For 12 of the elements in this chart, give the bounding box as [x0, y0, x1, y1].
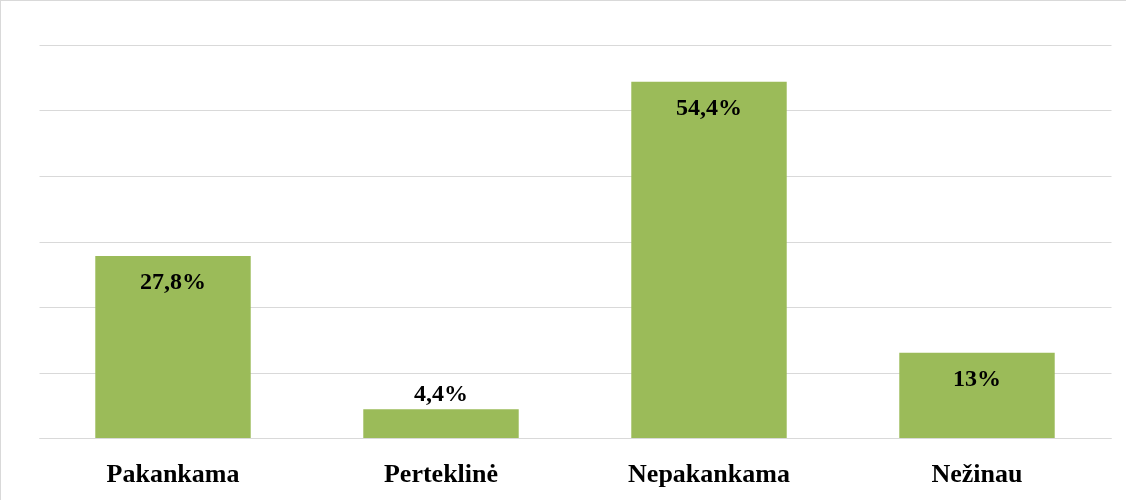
- x-tick-label: Perteklinė: [383, 458, 499, 488]
- data-label: 13%: [953, 364, 1001, 391]
- bar: [363, 409, 519, 438]
- data-label: 54,4%: [676, 93, 742, 120]
- data-label: 4,4%: [414, 380, 468, 407]
- x-tick-label: Nežinau: [931, 458, 1023, 488]
- bar: [631, 81, 787, 438]
- bar: [899, 352, 1055, 438]
- data-label: 27,8%: [140, 267, 206, 294]
- x-tick-label: Pakankama: [106, 458, 240, 488]
- bar: [95, 255, 251, 438]
- x-tick-label: Nepakankama: [628, 458, 790, 488]
